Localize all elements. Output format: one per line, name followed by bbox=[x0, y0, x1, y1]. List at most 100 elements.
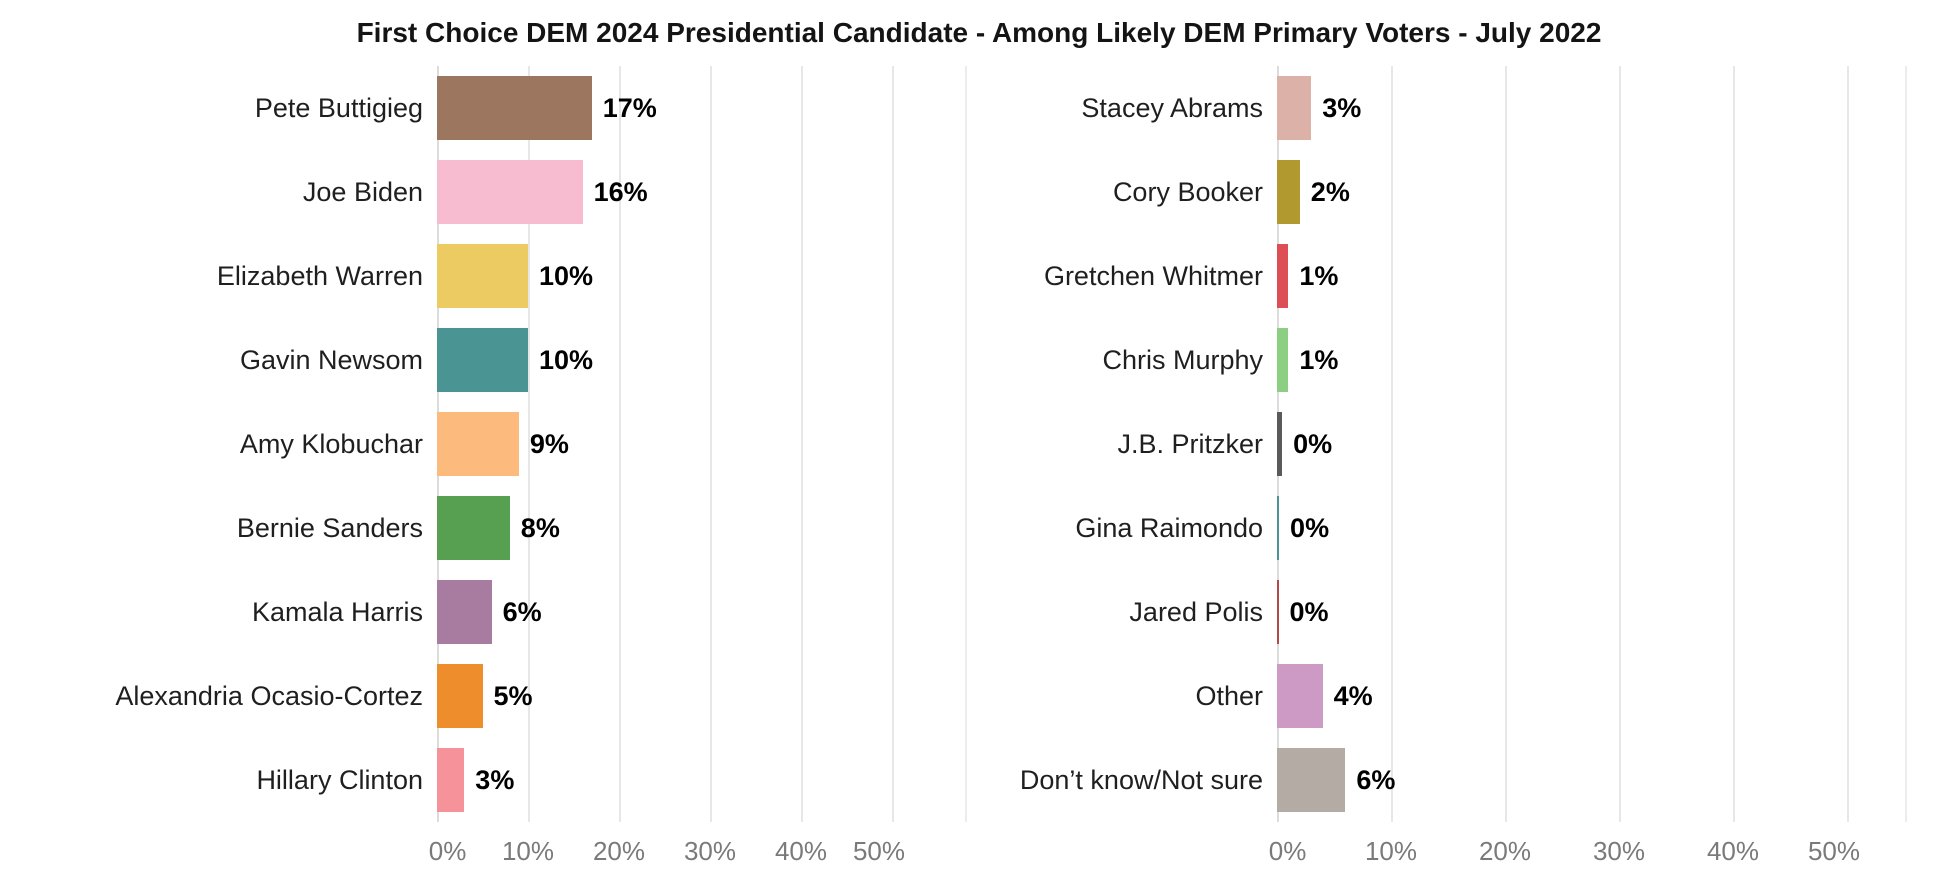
axis-tick-label: 10% bbox=[1364, 836, 1418, 866]
candidate-label: Gretchen Whitmer bbox=[1043, 260, 1263, 291]
value-label: 3% bbox=[475, 764, 515, 795]
candidate-label: Kamala Harris bbox=[251, 596, 423, 627]
value-label: 0% bbox=[1290, 512, 1330, 543]
candidate-label: Alexandria Ocasio-Cortez bbox=[115, 680, 423, 711]
bar-row: Pete Buttigieg 17% bbox=[0, 66, 967, 150]
bar-cell: 3% bbox=[437, 738, 967, 822]
bar[interactable] bbox=[1277, 496, 1280, 560]
axis-tick-label: 0% bbox=[1268, 836, 1307, 866]
candidate-label: Chris Murphy bbox=[1102, 344, 1263, 375]
bar[interactable] bbox=[437, 76, 592, 140]
axis-tick-label: 40% bbox=[1706, 836, 1760, 866]
bar[interactable] bbox=[437, 664, 483, 728]
bar-cell: 6% bbox=[1277, 738, 1907, 822]
bar[interactable] bbox=[1277, 328, 1289, 392]
value-label: 2% bbox=[1310, 176, 1350, 207]
bar-row: J.B. Pritzker 0% bbox=[967, 402, 1907, 486]
axis-tick-label: 50% bbox=[852, 836, 906, 866]
bar-cell: 5% bbox=[437, 654, 967, 738]
bar[interactable] bbox=[437, 580, 492, 644]
bar-cell: 0% bbox=[1277, 570, 1907, 654]
value-label: 17% bbox=[602, 92, 657, 123]
value-label: 16% bbox=[593, 176, 648, 207]
value-label: 0% bbox=[1289, 596, 1329, 627]
bar-cell: 10% bbox=[437, 234, 967, 318]
bar-cell: 2% bbox=[1277, 150, 1907, 234]
right-axis: 0% 10% 20% 30% 40% 50% bbox=[967, 822, 1907, 884]
value-label: 4% bbox=[1333, 680, 1373, 711]
value-label: 1% bbox=[1299, 344, 1339, 375]
bar-row: Kamala Harris 6% bbox=[0, 570, 967, 654]
candidate-label: Hillary Clinton bbox=[256, 764, 423, 795]
bar-cell: 10% bbox=[437, 318, 967, 402]
bar-row: Bernie Sanders 8% bbox=[0, 486, 967, 570]
candidate-label: Amy Klobuchar bbox=[239, 428, 423, 459]
value-label: 10% bbox=[539, 344, 594, 375]
bar-cell: 9% bbox=[437, 402, 967, 486]
value-label: 6% bbox=[502, 596, 542, 627]
bar-cell: 0% bbox=[1277, 402, 1907, 486]
candidate-label: Bernie Sanders bbox=[236, 512, 423, 543]
bar-row: Amy Klobuchar 9% bbox=[0, 402, 967, 486]
bar-row: Gavin Newsom 10% bbox=[0, 318, 967, 402]
candidate-label: Stacey Abrams bbox=[1081, 92, 1263, 123]
bar[interactable] bbox=[437, 496, 510, 560]
candidate-label: Gavin Newsom bbox=[239, 344, 423, 375]
axis-tick-label: 40% bbox=[774, 836, 828, 866]
bar-row: Chris Murphy 1% bbox=[967, 318, 1907, 402]
axis-tick-label: 30% bbox=[683, 836, 737, 866]
bar[interactable] bbox=[1277, 76, 1312, 140]
candidate-label: Other bbox=[1195, 680, 1263, 711]
bar[interactable] bbox=[437, 328, 528, 392]
bar[interactable] bbox=[1277, 580, 1279, 644]
axis-tick-label: 0% bbox=[428, 836, 467, 866]
bar[interactable] bbox=[1277, 664, 1323, 728]
candidate-label: Don’t know/Not sure bbox=[1019, 764, 1263, 795]
axis-tick-label: 30% bbox=[1592, 836, 1646, 866]
value-label: 8% bbox=[520, 512, 560, 543]
bar[interactable] bbox=[437, 412, 519, 476]
bar-row: Alexandria Ocasio-Cortez 5% bbox=[0, 654, 967, 738]
bar-row: Hillary Clinton 3% bbox=[0, 738, 967, 822]
bar-row: Stacey Abrams 3% bbox=[967, 66, 1907, 150]
bar-cell: 1% bbox=[1277, 234, 1907, 318]
candidate-label: Elizabeth Warren bbox=[216, 260, 423, 291]
candidate-label: Gina Raimondo bbox=[1075, 512, 1263, 543]
bar-cell: 8% bbox=[437, 486, 967, 570]
candidate-label: Joe Biden bbox=[302, 176, 423, 207]
value-label: 3% bbox=[1322, 92, 1362, 123]
bar[interactable] bbox=[437, 748, 465, 812]
bar[interactable] bbox=[1277, 160, 1300, 224]
value-label: 1% bbox=[1299, 260, 1339, 291]
bar-cell: 4% bbox=[1277, 654, 1907, 738]
bar-row: Don’t know/Not sure 6% bbox=[967, 738, 1907, 822]
right-rows: Stacey Abrams 3% Cory Booker 2% Gretchen Whi… bbox=[967, 66, 1907, 822]
candidate-label: Jared Polis bbox=[1129, 596, 1263, 627]
axis-tick-label: 20% bbox=[1478, 836, 1532, 866]
candidate-label: J.B. Pritzker bbox=[1117, 428, 1263, 459]
value-label: 10% bbox=[539, 260, 594, 291]
left-rows: Pete Buttigieg 17% Joe Biden 16% Elizabeth W… bbox=[0, 66, 967, 822]
bar[interactable] bbox=[437, 160, 583, 224]
bar[interactable] bbox=[1277, 412, 1283, 476]
bar[interactable] bbox=[437, 244, 528, 308]
right-panel: Stacey Abrams 3% Cory Booker 2% Gretchen Whi… bbox=[967, 66, 1907, 884]
bar[interactable] bbox=[1277, 748, 1346, 812]
bar-row: Joe Biden 16% bbox=[0, 150, 967, 234]
axis-tick-label: 50% bbox=[1807, 836, 1861, 866]
bar[interactable] bbox=[1277, 244, 1289, 308]
bar-row: Cory Booker 2% bbox=[967, 150, 1907, 234]
value-label: 6% bbox=[1356, 764, 1396, 795]
bar-row: Elizabeth Warren 10% bbox=[0, 234, 967, 318]
axis-tick-label: 20% bbox=[592, 836, 646, 866]
value-label: 5% bbox=[493, 680, 533, 711]
right-panel-body: Stacey Abrams 3% Cory Booker 2% Gretchen Whi… bbox=[967, 66, 1907, 822]
left-panel: Pete Buttigieg 17% Joe Biden 16% Elizabeth W… bbox=[0, 66, 967, 884]
bar-cell: 1% bbox=[1277, 318, 1907, 402]
axis-tick-label: 10% bbox=[501, 836, 555, 866]
bar-cell: 16% bbox=[437, 150, 967, 234]
bar-row: Jared Polis 0% bbox=[967, 570, 1907, 654]
bar-row: Gretchen Whitmer 1% bbox=[967, 234, 1907, 318]
chart-title: First Choice DEM 2024 Presidential Candi… bbox=[356, 17, 1602, 48]
